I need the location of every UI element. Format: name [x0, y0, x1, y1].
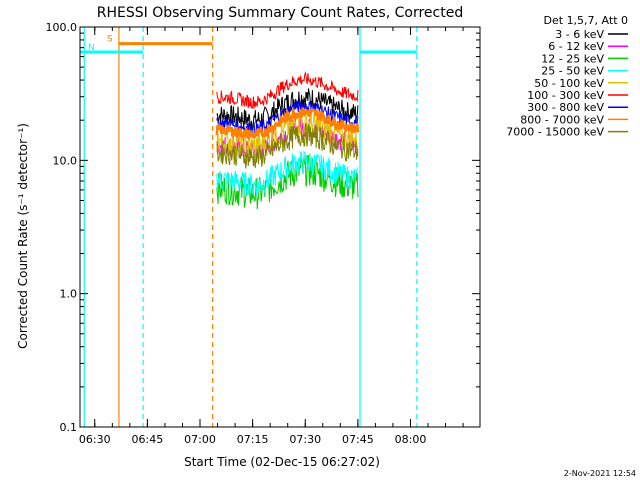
x-tick-label: 07:30 [289, 433, 321, 446]
legend-label: 100 - 300 keV [527, 89, 604, 102]
legend-label: 25 - 50 keV [541, 65, 604, 78]
flag-label: N [88, 43, 95, 53]
chart-title: RHESSI Observing Summary Count Rates, Co… [97, 5, 463, 21]
legend-label: 3 - 6 keV [555, 28, 604, 41]
y-tick-label: 10.0 [53, 154, 78, 167]
x-tick-label: 07:00 [184, 433, 216, 446]
x-tick-label: 06:30 [79, 433, 111, 446]
legend-label: 7000 - 15000 keV [506, 126, 604, 139]
series-line [216, 150, 359, 196]
footer-date: 2-Nov-2021 12:54 [564, 469, 636, 478]
series-line [215, 106, 360, 141]
legend-label: 50 - 100 keV [534, 77, 604, 90]
series-line [216, 122, 359, 169]
y-tick-label: 0.1 [60, 421, 78, 434]
y-tick-label: 100.0 [46, 21, 78, 34]
legend-label: 12 - 25 keV [541, 52, 604, 65]
y-axis-label: Corrected Count Rate (s⁻¹ detector⁻¹) [16, 123, 30, 349]
legend-label: 300 - 800 keV [527, 101, 604, 114]
reference-lines [83, 27, 418, 427]
flag-bars: SN [80, 35, 417, 54]
series-line [216, 71, 359, 110]
x-tick-label: 07:45 [342, 433, 374, 446]
legend-label: 800 - 7000 keV [520, 113, 604, 126]
x-tick-label: 07:15 [237, 433, 269, 446]
x-tick-label: 08:00 [395, 433, 427, 446]
x-axis-label: Start Time (02-Dec-15 06:27:02) [184, 455, 380, 469]
y-tick-label: 1.0 [60, 288, 78, 301]
x-axis-ticks: 06:30 06:45 07:00 07:15 07:30 07:45 08:00 [79, 27, 464, 446]
x-tick-label: 06:45 [132, 433, 164, 446]
legend-header: Det 1,5,7, Att 0 [544, 14, 628, 27]
flag-label: S [107, 35, 113, 45]
plot-frame [79, 26, 481, 428]
series-lines [215, 71, 360, 210]
y-axis-ticks: 0.1 1.0 10.0 100.0 [46, 21, 480, 434]
legend-label: 6 - 12 keV [548, 40, 604, 53]
